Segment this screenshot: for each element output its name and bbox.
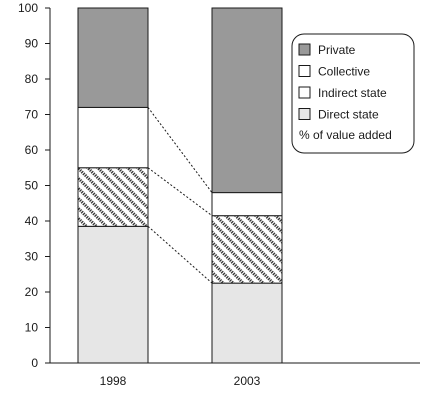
connector-line <box>147 167 213 217</box>
y-tick-label: 20 <box>25 285 39 299</box>
bar-segment-private-1998 <box>77 7 149 108</box>
legend-label-indirect-state: Indirect state <box>318 86 387 100</box>
legend-box <box>291 33 415 154</box>
legend-swatch-collective <box>298 65 311 77</box>
bars <box>77 7 283 364</box>
x-axis-labels: 1998 2003 <box>100 374 261 388</box>
connector-line <box>147 107 213 193</box>
legend-note: % of value added <box>299 128 392 142</box>
legend-items: Private Collective Indirect state Direct st… <box>298 43 387 122</box>
bar-segment-direct-state-1998 <box>77 225 149 364</box>
y-axis-ticks: 0 10 20 30 40 50 60 70 80 90 100 <box>18 1 50 370</box>
y-tick-label: 80 <box>25 72 39 86</box>
connector-line <box>147 225 213 284</box>
y-tick-label: 60 <box>25 143 39 157</box>
x-tick-label: 2003 <box>234 374 261 388</box>
legend-label-collective: Collective <box>318 65 370 79</box>
y-tick-label: 10 <box>25 321 39 335</box>
bar-segment-indirect-state-1998 <box>77 167 149 227</box>
legend-swatch-direct-state <box>298 108 311 120</box>
bar-segment-collective-1998 <box>77 106 149 169</box>
legend: Private Collective Indirect state Direct st… <box>291 33 415 154</box>
connector-lines <box>147 107 213 284</box>
legend-swatch-private <box>298 43 311 56</box>
y-tick-label: 100 <box>18 1 38 15</box>
bar-segment-collective-2003 <box>211 192 283 217</box>
legend-label-direct-state: Direct state <box>318 108 379 122</box>
bar-segment-indirect-state-2003 <box>211 215 283 284</box>
y-tick-label: 30 <box>25 250 39 264</box>
y-tick-label: 70 <box>25 108 39 122</box>
bar-segment-direct-state-2003 <box>211 282 283 364</box>
y-tick-label: 40 <box>25 214 39 228</box>
y-tick-label: 50 <box>25 179 39 193</box>
y-tick-label: 0 <box>31 356 38 370</box>
legend-label-private: Private <box>318 43 356 57</box>
bar-segment-private-2003 <box>211 7 283 194</box>
y-tick-label: 90 <box>25 37 39 51</box>
legend-swatch-indirect-state <box>298 86 311 99</box>
x-tick-label: 1998 <box>100 374 127 388</box>
